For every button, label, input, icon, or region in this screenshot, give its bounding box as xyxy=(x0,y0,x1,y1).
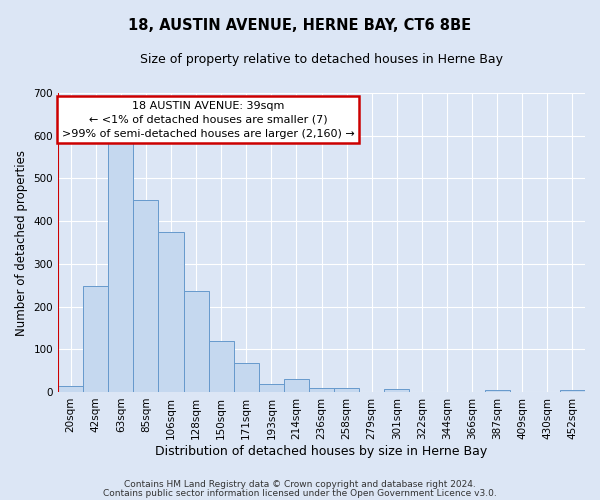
Bar xyxy=(108,143,133,392)
Bar xyxy=(158,232,184,392)
Bar xyxy=(184,291,209,392)
X-axis label: Distribution of detached houses by size in Herne Bay: Distribution of detached houses by size … xyxy=(155,444,488,458)
Text: 18 AUSTIN AVENUE: 39sqm
← <1% of detached houses are smaller (7)
>99% of semi-de: 18 AUSTIN AVENUE: 39sqm ← <1% of detache… xyxy=(62,100,355,138)
Text: 18, AUSTIN AVENUE, HERNE BAY, CT6 8BE: 18, AUSTIN AVENUE, HERNE BAY, CT6 8BE xyxy=(128,18,472,32)
Bar xyxy=(83,286,108,392)
Text: Contains HM Land Registry data © Crown copyright and database right 2024.: Contains HM Land Registry data © Crown c… xyxy=(124,480,476,489)
Bar xyxy=(334,388,359,392)
Bar xyxy=(485,390,510,392)
Title: Size of property relative to detached houses in Herne Bay: Size of property relative to detached ho… xyxy=(140,52,503,66)
Bar xyxy=(309,388,334,392)
Bar xyxy=(233,363,259,392)
Bar xyxy=(58,386,83,392)
Y-axis label: Number of detached properties: Number of detached properties xyxy=(15,150,28,336)
Text: Contains public sector information licensed under the Open Government Licence v3: Contains public sector information licen… xyxy=(103,489,497,498)
Bar xyxy=(284,379,309,392)
Bar xyxy=(209,340,233,392)
Bar xyxy=(384,389,409,392)
Bar xyxy=(259,384,284,392)
Bar xyxy=(560,390,585,392)
Bar xyxy=(133,200,158,392)
